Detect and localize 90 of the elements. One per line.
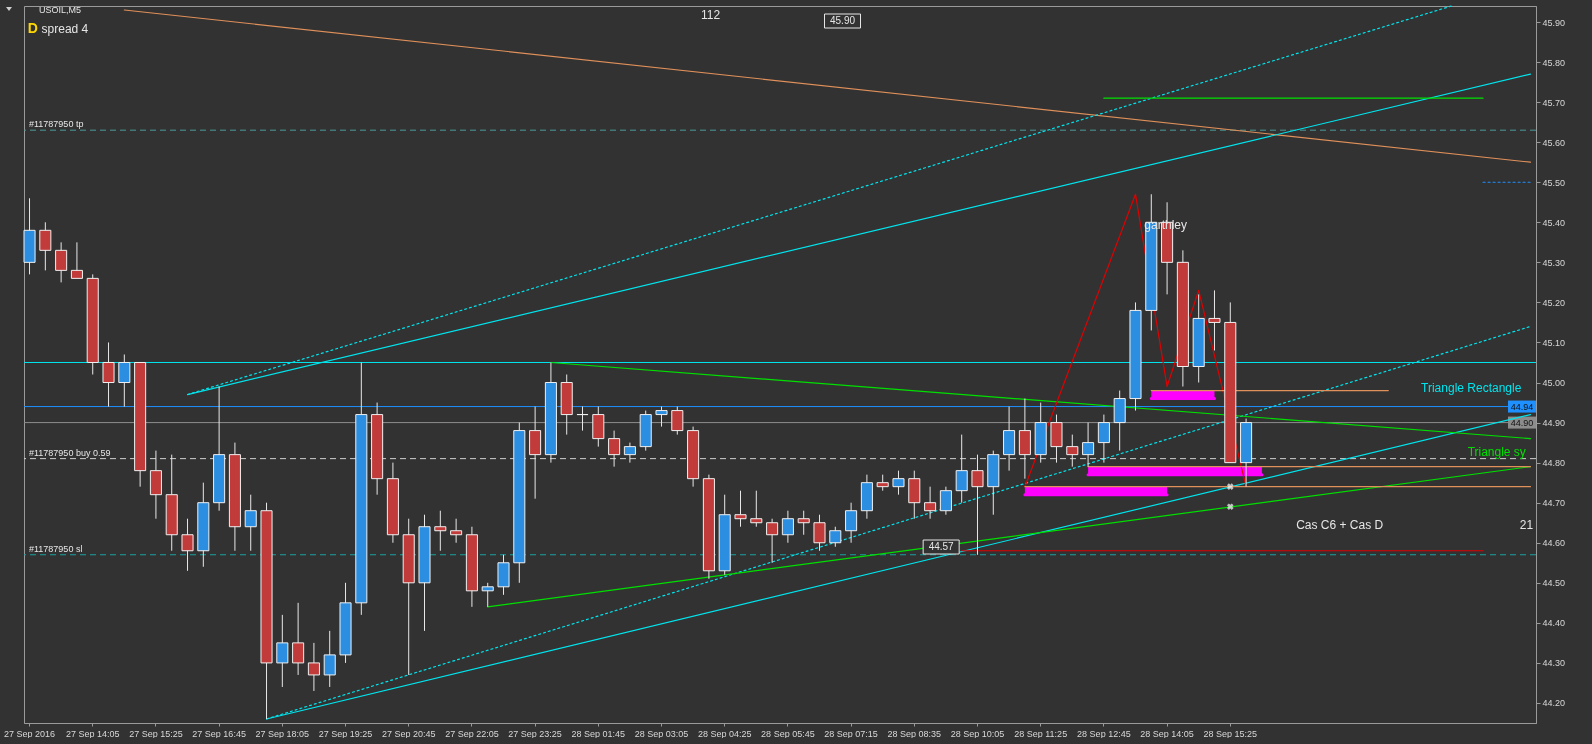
annotation: D: [27, 20, 38, 36]
x-tick-label: 27 Sep 22:05: [445, 728, 499, 739]
ref-line-label: #11787950 buy 0.59: [29, 447, 111, 458]
y-tick-label: 45.50: [1542, 177, 1566, 188]
candlestick: [307, 642, 320, 692]
annotation: Triangle Rectangle: [1421, 381, 1522, 395]
x-tick-label: 27 Sep 23:25: [508, 728, 562, 739]
chart-title: USOIL,M5: [39, 5, 82, 15]
x-tick-label: 28 Sep 12:45: [1077, 728, 1131, 739]
candlestick: [1082, 422, 1095, 468]
candlestick: [939, 486, 952, 516]
y-tick-label: 44.30: [1542, 658, 1566, 669]
y-tick-label: 45.60: [1542, 137, 1566, 148]
candlestick: [1097, 414, 1110, 464]
x-tick-label: 28 Sep 14:05: [1140, 728, 1194, 739]
candlestick: [1208, 289, 1221, 351]
x-tick-label: 27 Sep 16:45: [192, 728, 246, 739]
candlestick: [734, 490, 747, 528]
candlestick: [671, 406, 684, 436]
y-tick-label: 45.90: [1542, 17, 1566, 28]
annotation: garthley: [1144, 218, 1188, 232]
x-tick-label: 28 Sep 04:25: [697, 728, 752, 739]
candlestick: [70, 241, 83, 279]
y-tick-label: 44.60: [1542, 538, 1566, 549]
y-tick-label: 44.50: [1542, 578, 1566, 589]
y-tick-label: 44.80: [1542, 458, 1566, 469]
candlestick: [892, 470, 905, 496]
y-tick-label: 44.70: [1542, 498, 1566, 509]
candlestick: [292, 602, 305, 676]
candlestick: [955, 434, 968, 504]
y-tick-label: 44.90: [1542, 418, 1566, 429]
annotation: 112: [701, 8, 721, 22]
candlestick: [845, 502, 858, 544]
candlestick: [181, 518, 194, 572]
x-tick-label: 28 Sep 15:25: [1203, 728, 1258, 739]
candlestick: [655, 406, 668, 428]
x-tick-label: 27 Sep 14:05: [65, 728, 120, 739]
candlestick: [971, 454, 984, 556]
annotation: 44.57: [928, 541, 955, 552]
annotation: Cas C6 + Cas D: [1296, 518, 1384, 532]
candlestick: [829, 526, 842, 548]
x-tick-label: 28 Sep 08:35: [887, 728, 942, 739]
x-tick-label: 28 Sep 10:05: [950, 728, 1005, 739]
ref-line-label: 44.94: [1510, 401, 1534, 412]
y-tick-label: 44.40: [1542, 618, 1566, 629]
candlestick: [276, 614, 289, 688]
x-tick-label: 28 Sep 03:05: [634, 728, 689, 739]
y-tick-label: 45.20: [1542, 297, 1566, 308]
annotation: 45.90: [830, 15, 856, 26]
candlestick: [481, 582, 494, 608]
y-tick-label: 45.10: [1542, 337, 1566, 348]
x-tick-label: 28 Sep 07:15: [824, 728, 878, 739]
candlestick: [55, 241, 68, 283]
candlestick: [781, 510, 794, 544]
annotation: Triangle sy: [1467, 445, 1526, 459]
ref-line-label: 44.90: [1510, 417, 1534, 428]
candlestick: [244, 494, 257, 552]
y-tick-label: 44.20: [1542, 698, 1566, 709]
x-tick-label: 28 Sep 11:25: [1014, 728, 1068, 739]
x-tick-label: 28 Sep 05:45: [761, 728, 815, 739]
x-tick-label: 28 Sep 01:45: [571, 728, 626, 739]
candlestick: [39, 221, 52, 271]
candlestick: [102, 341, 115, 408]
x-tick-label: 27 Sep 20:45: [381, 728, 436, 739]
candlestick: [576, 406, 589, 432]
candlestick: [623, 442, 636, 464]
y-tick-label: 45.70: [1542, 97, 1566, 108]
candlestick: [118, 353, 131, 408]
ref-line-label: #11787950 sl: [29, 543, 83, 554]
annotation: 21: [1519, 518, 1534, 532]
candlestick: [924, 486, 937, 520]
candlestick: [323, 630, 336, 688]
candlestick: [797, 510, 810, 536]
candlestick: [766, 518, 779, 564]
candlestick: [813, 514, 826, 552]
ref-line-label: #11787950 tp: [29, 119, 84, 130]
y-tick-label: 45.00: [1542, 378, 1566, 389]
y-tick-label: 45.30: [1542, 257, 1566, 268]
candlestick: [750, 490, 763, 528]
x-tick-label: 27 Sep 2016: [4, 728, 56, 739]
candlestick: [450, 518, 463, 544]
x-tick-label: 27 Sep 19:25: [318, 728, 373, 739]
y-tick-label: 45.80: [1542, 57, 1566, 68]
annotation: spread 4: [41, 22, 89, 36]
x-tick-label: 27 Sep 18:05: [255, 728, 310, 739]
candlestick: [1066, 434, 1079, 468]
x-tick-label: 27 Sep 15:25: [129, 728, 183, 739]
candlestick: [434, 510, 447, 552]
candlestick: [608, 430, 621, 468]
y-tick-label: 45.40: [1542, 217, 1566, 228]
